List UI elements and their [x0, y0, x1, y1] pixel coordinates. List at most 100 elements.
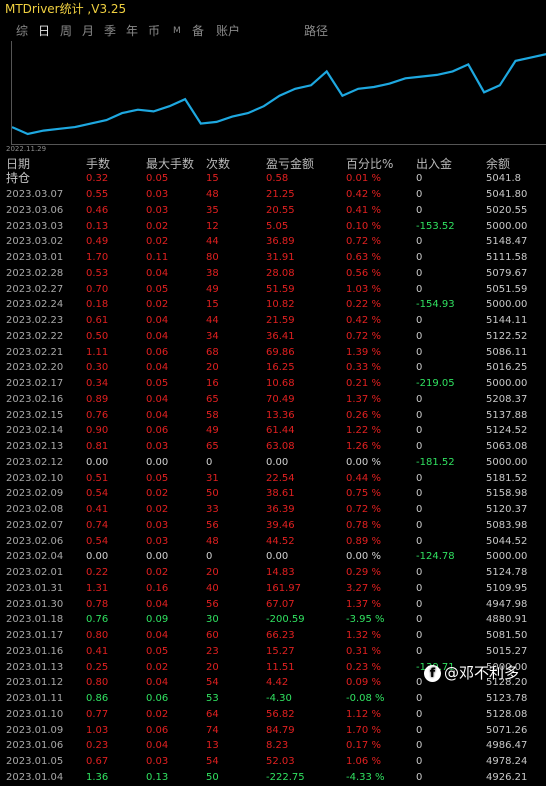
row-max-lots: 0.09 — [146, 614, 169, 626]
row-date: 2023.01.16 — [6, 645, 64, 657]
row-balance: 5124.78 — [486, 567, 528, 578]
row-deposit-withdraw: 0 — [416, 614, 423, 626]
row-balance: 5000.00 — [486, 299, 528, 311]
table-row: 2023.02.09 0.54 0.02 50 38.61 0.75 % 0 5158.98 — [0, 486, 546, 502]
watermark-logo-icon: f — [424, 665, 441, 682]
row-count: 16 — [206, 378, 219, 389]
table-row: 2023.02.23 0.61 0.04 44 21.59 0.42 % 0 5144.11 — [0, 313, 546, 329]
row-pnl: -4.30 — [266, 693, 292, 704]
table-row: 2023.01.06 0.23 0.04 13 8.23 0.17 % 0 4986.47 — [0, 738, 546, 754]
row-date: 2023.03.03 — [6, 220, 64, 232]
row-max-lots: 0.16 — [146, 582, 169, 594]
row-count: 23 — [206, 645, 219, 657]
row-pnl: 36.89 — [266, 236, 295, 248]
row-max-lots: 0.03 — [146, 204, 169, 216]
row-max-lots: 0.02 — [146, 567, 169, 578]
row-pnl: 5.05 — [266, 220, 289, 232]
row-lots: 0.22 — [86, 567, 109, 578]
row-deposit-withdraw: 0 — [416, 189, 423, 200]
row-percent: 1.37 % — [346, 393, 381, 405]
row-balance: 5109.95 — [486, 582, 528, 594]
row-lots: 0.53 — [86, 267, 109, 279]
row-deposit-withdraw: 0 — [416, 645, 423, 657]
tab-quarter[interactable]: 季 — [104, 24, 117, 38]
row-percent: 0.89 % — [346, 535, 381, 547]
row-percent: 0.44 % — [346, 472, 381, 484]
row-lots: 0.30 — [86, 362, 109, 374]
row-balance: 5063.08 — [486, 441, 528, 452]
row-percent: 0.23 % — [346, 661, 381, 673]
row-balance: 5000.00 — [486, 220, 528, 232]
tab-path[interactable]: 路径 — [304, 24, 329, 38]
row-lots: 0.54 — [86, 488, 109, 500]
row-deposit-withdraw: 0 — [416, 519, 423, 531]
row-pnl: 21.59 — [266, 315, 295, 326]
table-row: 2023.01.16 0.41 0.05 23 15.27 0.31 % 0 5015.27 — [0, 644, 546, 660]
row-date: 2023.02.09 — [6, 488, 64, 500]
row-max-lots: 0.04 — [146, 393, 169, 405]
row-date: 2023.01.06 — [6, 740, 64, 752]
tab-summary[interactable]: 综 — [16, 24, 29, 38]
row-percent: 0.10 % — [346, 220, 381, 232]
row-date: 2023.02.01 — [6, 567, 64, 578]
row-pnl: 14.83 — [266, 567, 295, 578]
row-lots: 0.41 — [86, 645, 109, 657]
table-row: 2023.01.18 0.76 0.09 30 -200.59 -3.95 % 0 4880.… — [0, 612, 546, 628]
tab-notes[interactable]: 备 — [192, 24, 205, 38]
row-count: 20 — [206, 362, 219, 374]
row-deposit-withdraw: 0 — [416, 488, 423, 500]
row-deposit-withdraw: 0 — [416, 283, 423, 295]
row-deposit-withdraw: 0 — [416, 740, 423, 752]
row-max-lots: 0.04 — [146, 362, 169, 374]
tab-month[interactable]: 月 — [82, 24, 95, 38]
row-balance: 5122.52 — [486, 330, 528, 342]
row-deposit-withdraw: 0 — [416, 630, 423, 641]
row-lots: 0.67 — [86, 756, 109, 767]
row-lots: 1.11 — [86, 346, 109, 358]
row-pnl: 61.44 — [266, 425, 295, 437]
row-count: 44 — [206, 236, 219, 248]
table-row: 2023.02.15 0.76 0.04 58 13.36 0.26 % 0 5137.88 — [0, 408, 546, 424]
row-pnl: 67.07 — [266, 598, 295, 610]
row-max-lots: 0.02 — [146, 661, 169, 673]
row-pnl: 56.82 — [266, 708, 295, 720]
holding-pnl: 0.58 — [266, 173, 289, 184]
tab-day[interactable]: 日 — [38, 24, 51, 38]
row-count: 60 — [206, 630, 219, 641]
tab-account[interactable]: 账户 — [216, 24, 241, 38]
row-balance: 5120.37 — [486, 504, 528, 515]
row-deposit-withdraw: 0 — [416, 598, 423, 610]
tab-m[interactable]: M — [173, 26, 181, 36]
row-count: 64 — [206, 708, 219, 720]
row-deposit-withdraw: 0 — [416, 346, 423, 358]
row-date: 2023.01.09 — [6, 724, 64, 736]
row-deposit-withdraw: 0 — [416, 756, 423, 767]
table-row: 2023.03.06 0.46 0.03 35 20.55 0.41 % 0 5020.55 — [0, 203, 546, 219]
row-deposit-withdraw: 0 — [416, 330, 423, 342]
row-lots: 0.51 — [86, 472, 109, 484]
row-max-lots: 0.05 — [146, 472, 169, 484]
row-date: 2023.01.18 — [6, 614, 64, 626]
row-max-lots: 0.04 — [146, 409, 169, 421]
tab-currency[interactable]: 币 — [148, 24, 161, 38]
row-lots: 0.78 — [86, 598, 109, 610]
row-count: 34 — [206, 330, 219, 342]
row-max-lots: 0.05 — [146, 283, 169, 295]
row-balance: 5041.80 — [486, 189, 528, 200]
row-balance: 4986.47 — [486, 740, 528, 752]
row-max-lots: 0.02 — [146, 488, 169, 500]
row-date: 2023.01.30 — [6, 598, 64, 610]
row-date: 2023.01.12 — [6, 677, 64, 689]
header-lots: 手数 — [86, 157, 111, 171]
header-pnl: 盈亏金额 — [266, 157, 315, 171]
row-pnl: 70.49 — [266, 393, 295, 405]
row-lots: 0.55 — [86, 189, 109, 200]
row-pnl: -200.59 — [266, 614, 305, 626]
holding-max-lots: 0.05 — [146, 173, 169, 184]
tab-week[interactable]: 周 — [60, 24, 73, 38]
tab-year[interactable]: 年 — [126, 24, 139, 38]
row-percent: -4.33 % — [346, 771, 385, 783]
row-date: 2023.02.28 — [6, 267, 64, 279]
row-balance: 5051.59 — [486, 283, 528, 295]
row-pnl: 13.36 — [266, 409, 295, 421]
